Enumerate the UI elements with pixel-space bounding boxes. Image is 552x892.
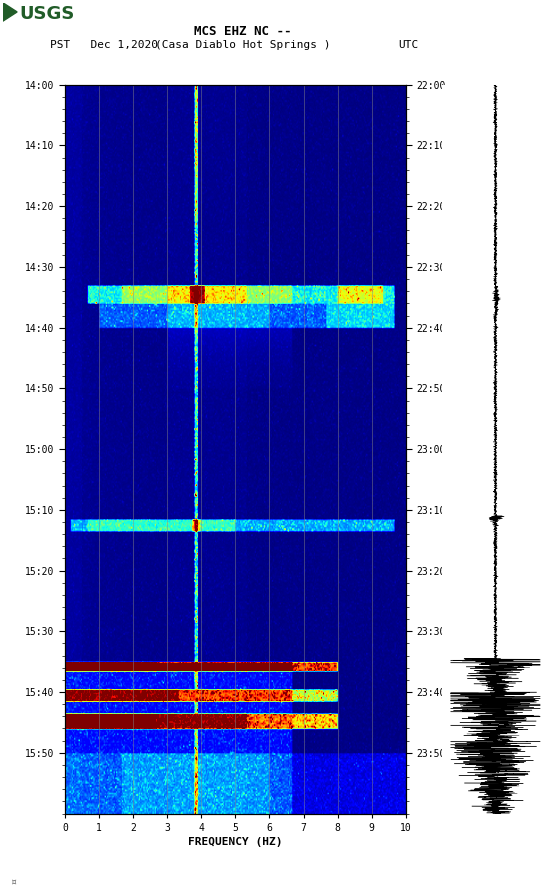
Text: (Casa Diablo Hot Springs ): (Casa Diablo Hot Springs ) xyxy=(155,40,331,50)
Text: MCS EHZ NC --: MCS EHZ NC -- xyxy=(194,25,291,38)
Text: ¤: ¤ xyxy=(11,877,17,887)
X-axis label: FREQUENCY (HZ): FREQUENCY (HZ) xyxy=(188,837,283,847)
Text: USGS: USGS xyxy=(19,5,75,23)
Text: UTC: UTC xyxy=(399,40,418,50)
Polygon shape xyxy=(3,3,17,21)
Text: PST   Dec 1,2020: PST Dec 1,2020 xyxy=(50,40,158,50)
